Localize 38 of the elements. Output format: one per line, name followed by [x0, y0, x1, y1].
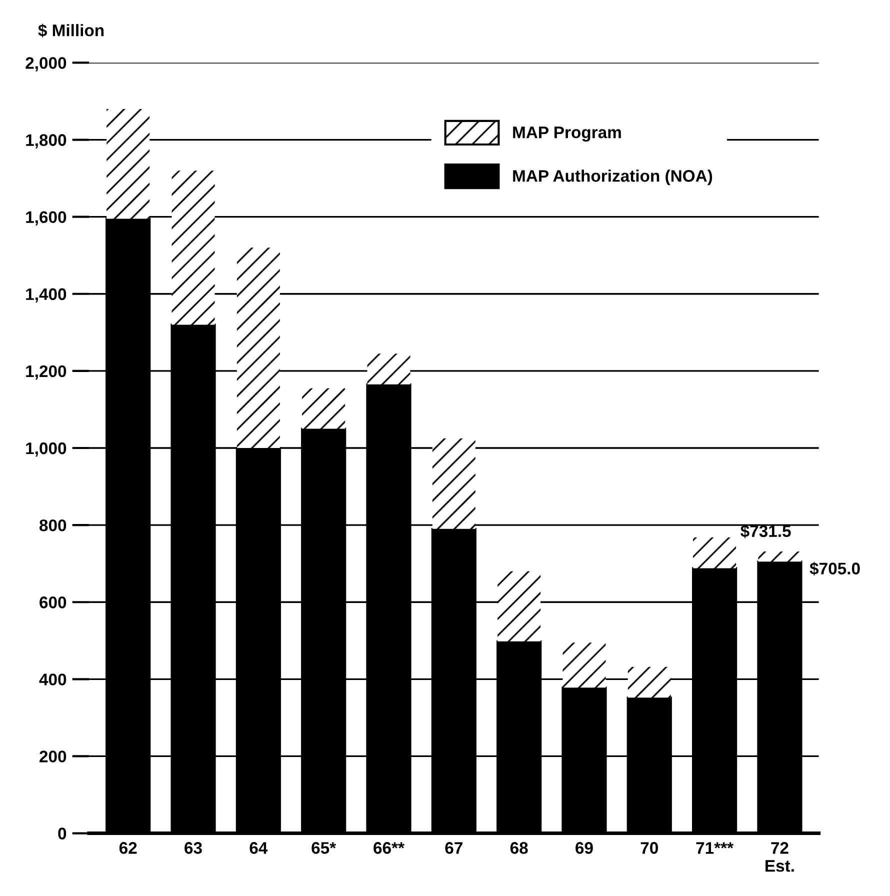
x-tick-label: 65*: [312, 842, 336, 854]
bar: [432, 438, 476, 529]
legend-label: MAP Program: [513, 126, 621, 142]
bar: [628, 666, 671, 698]
y-tick-label: 200: [40, 750, 66, 762]
y-tick-label: 1,200: [26, 365, 66, 380]
x-tick-label: 68: [510, 842, 528, 854]
x-tick-label: 64: [250, 842, 268, 854]
y-tick-label: 1,000: [26, 442, 66, 457]
y-tick-label: 2,000: [26, 57, 66, 72]
legend-label: MAP Authorization (NOA): [513, 170, 712, 186]
bar: [693, 537, 736, 568]
x-tick-label: 67: [445, 842, 462, 854]
bar: [172, 170, 215, 325]
bar: [562, 642, 606, 688]
x-tick-label: 66**: [374, 842, 404, 854]
bar: [236, 248, 280, 448]
annotation: $731.5: [740, 524, 791, 538]
bar: [302, 388, 346, 429]
y-tick-label: 1,400: [26, 288, 66, 303]
y-tick-label: 0: [58, 828, 66, 840]
x-tick-label: 70: [640, 842, 658, 854]
annotation: $705.0: [810, 562, 860, 576]
x-tick-label: 71***: [696, 842, 734, 854]
x-tick-label: 63: [184, 842, 202, 854]
y-tick-label: 600: [40, 596, 66, 608]
bar: [367, 354, 410, 384]
bar: [498, 571, 541, 642]
x-tick-label: 62: [119, 842, 137, 854]
x-tick-label: 69: [576, 842, 593, 854]
x-tick-label: 72 Est.: [766, 842, 794, 872]
bar: [758, 551, 802, 562]
y-tick-label: 1,800: [26, 134, 66, 148]
bar: [106, 108, 150, 219]
y-tick-label: 1,600: [26, 211, 66, 226]
y-tick-label: 800: [40, 519, 66, 532]
y-tick-label: 400: [39, 674, 66, 686]
y-axis-title: $ Million: [38, 24, 104, 38]
